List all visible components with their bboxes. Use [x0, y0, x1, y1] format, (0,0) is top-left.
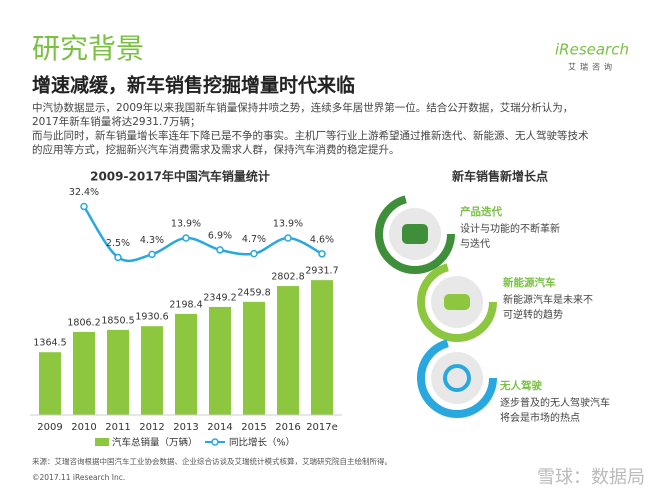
growth-marker — [182, 234, 190, 242]
legend-swatch — [211, 438, 219, 446]
growth-marker — [114, 253, 122, 262]
growth-desc: 设计与功能的不断革新 — [460, 222, 560, 235]
copyright: ©2017.11 iResearch Inc. — [32, 473, 125, 482]
growth-value-label: 2.5% — [106, 238, 130, 249]
growth-marker — [148, 250, 156, 259]
paragraph: 中汽协数据显示，2009年以来我国新车销量保持井喷之势，连续多年居世界第一位。结… — [32, 101, 589, 156]
paragraph-line: 的应用等方式，挖掘新兴汽车消费需求及需求人群，保持汽车消费的稳定提升。 — [32, 143, 400, 156]
legend-label: 汽车总销量（万辆） — [112, 437, 198, 449]
bar-value-label: 1364.5 — [33, 338, 66, 349]
bar-value-label: 2931.7 — [305, 266, 338, 277]
bar — [107, 329, 129, 415]
x-tick-label: 2015 — [241, 422, 266, 433]
x-tick-label: 2009 — [37, 422, 62, 433]
bar — [175, 313, 197, 415]
bar — [73, 331, 95, 415]
growth-title: 新能源汽车 — [503, 276, 556, 289]
watermark: 雪球：数据局 — [537, 467, 645, 488]
bar-value-label: 2802.8 — [271, 272, 304, 283]
bar-value-label: 2459.8 — [237, 287, 270, 298]
growth-points: 产品迭代设计与功能的不断革新与迭代新能源汽车新能源汽车是未来不可逆转的趋势无人驾… — [460, 205, 610, 424]
bar — [243, 301, 265, 415]
growth-value-label: 32.4% — [69, 187, 99, 198]
growth-title: 产品迭代 — [460, 205, 502, 218]
x-tick-label: 2016 — [275, 422, 300, 433]
subtitle: 增速减缓，新车销售挖掘增量时代来临 — [32, 74, 355, 97]
growth-value-label: 6.9% — [208, 230, 232, 241]
paragraph-line: 而与此同时，新车销量增长率连年下降已是不争的事实。主机厂等行业上游希望通过推新迭… — [32, 129, 589, 142]
icon-car — [402, 224, 428, 244]
growth-desc: 可逆转的趋势 — [503, 308, 563, 321]
growth-desc: 将会是市场的热点 — [500, 411, 580, 424]
slide-title: 研究背景 — [32, 32, 144, 65]
growth-rings — [375, 194, 497, 418]
side-title: 新车销售新增长点 — [452, 169, 548, 184]
bar — [277, 286, 299, 415]
paragraph-line: 中汽协数据显示，2009年以来我国新车销量保持井喷之势，连续多年居世界第一位。结… — [32, 101, 573, 114]
bar-value-label: 2349.2 — [203, 292, 236, 303]
growth-title: 无人驾驶 — [499, 379, 542, 392]
icon-wheel — [443, 364, 471, 392]
chart-title: 2009-2017年中国汽车销量统计 — [90, 169, 270, 184]
bar-value-label: 1850.5 — [101, 315, 134, 326]
legend-label: 同比增长（%） — [229, 437, 295, 449]
growth-marker — [80, 202, 88, 211]
bar — [141, 326, 163, 415]
x-tick-label: 2014 — [207, 422, 232, 433]
source: 来源：艾瑞咨询根据中国汽车工业协会数据、企业综合访谈及艾瑞统计模式核算，艾瑞研究… — [32, 456, 392, 466]
x-tick-label: 2017e — [306, 422, 338, 433]
logo: iResearch — [555, 41, 629, 59]
bar-value-label: 2198.4 — [169, 299, 202, 310]
growth-marker — [318, 250, 326, 258]
growth-value-label: 4.7% — [242, 234, 266, 245]
logo-subtitle: 艾瑞咨询 — [568, 62, 616, 72]
icon-ev — [444, 294, 470, 310]
bar-value-label: 1806.2 — [67, 317, 100, 328]
bar-value-label: 1930.6 — [135, 312, 168, 323]
x-tick-label: 2013 — [173, 422, 198, 433]
x-tick-label: 2012 — [139, 422, 164, 433]
ring-inner — [431, 352, 483, 404]
chart: 2009 1364.5 2010 1806.2 2011 1850.5 2012 1930.6… — [30, 187, 342, 449]
bar — [39, 352, 61, 415]
growth-marker — [250, 249, 258, 258]
ring — [417, 262, 497, 342]
bar — [209, 306, 231, 415]
growth-value-label: 13.9% — [171, 218, 201, 229]
ring — [375, 194, 455, 274]
growth-marker — [216, 246, 224, 254]
x-tick-label: 2010 — [71, 422, 96, 433]
growth-marker — [284, 234, 292, 242]
paragraph-line: 2017年新车销量将达2931.7万辆； — [32, 115, 200, 128]
x-tick-label: 2011 — [105, 422, 130, 433]
growth-desc: 新能源汽车是未来不 — [503, 293, 593, 306]
ring — [417, 338, 497, 418]
growth-value-label: 4.6% — [310, 234, 334, 245]
bar — [311, 280, 333, 415]
growth-desc: 与迭代 — [460, 238, 490, 250]
growth-value-label: 13.9% — [273, 218, 303, 229]
legend-swatch — [95, 438, 109, 446]
growth-desc: 逐步普及的无人驾驶汽车 — [500, 396, 610, 409]
growth-value-label: 4.3% — [140, 235, 164, 246]
